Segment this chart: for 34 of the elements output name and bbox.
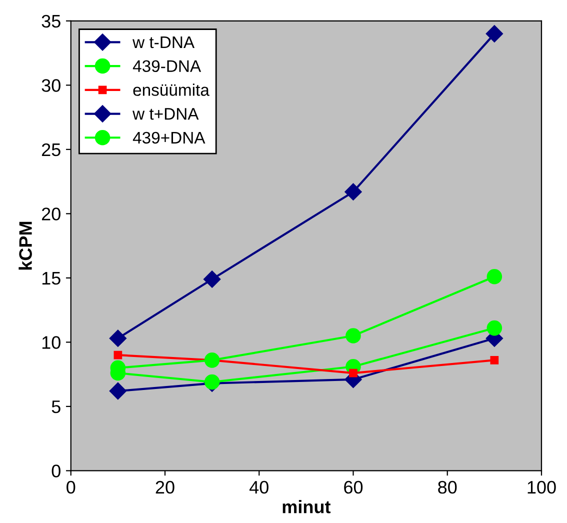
x-tick-label: 60 [344, 480, 363, 494]
point [346, 328, 361, 344]
legend-label: 439+DNA [132, 132, 206, 144]
point [486, 269, 502, 284]
point [490, 356, 499, 364]
x-tick-label: 0 [66, 480, 76, 494]
point [349, 368, 358, 378]
y-tick-label: 30 [42, 79, 60, 92]
point [486, 25, 503, 42]
x-axis-title: minut [282, 500, 331, 514]
legend-label: ensüümita [133, 84, 210, 96]
point [204, 270, 221, 288]
y-axis-title: kCPM [18, 222, 32, 270]
point [114, 350, 122, 360]
x-tick-label: 20 [156, 480, 174, 494]
y-tick-label: 5 [52, 400, 60, 414]
y-tick-label: 35 [42, 14, 60, 28]
x-tick-label: 80 [438, 480, 457, 494]
x-tick-label: 40 [249, 480, 268, 494]
legend-label: 439-DNA [132, 60, 202, 72]
y-tick-label: 15 [42, 272, 60, 285]
y-tick-label: 20 [42, 208, 60, 220]
x-tick-label: 100 [528, 480, 556, 494]
y-tick-label: 25 [42, 143, 60, 156]
point [109, 382, 126, 400]
point [109, 330, 126, 347]
legend-label: w t+DNA [132, 108, 199, 120]
point [204, 374, 220, 390]
point [204, 352, 220, 368]
y-tick-label: 10 [42, 336, 60, 349]
y-tick-label: 0 [52, 464, 60, 478]
point [486, 320, 502, 336]
point [344, 183, 362, 200]
legend-label: w t-DNA [132, 36, 195, 48]
